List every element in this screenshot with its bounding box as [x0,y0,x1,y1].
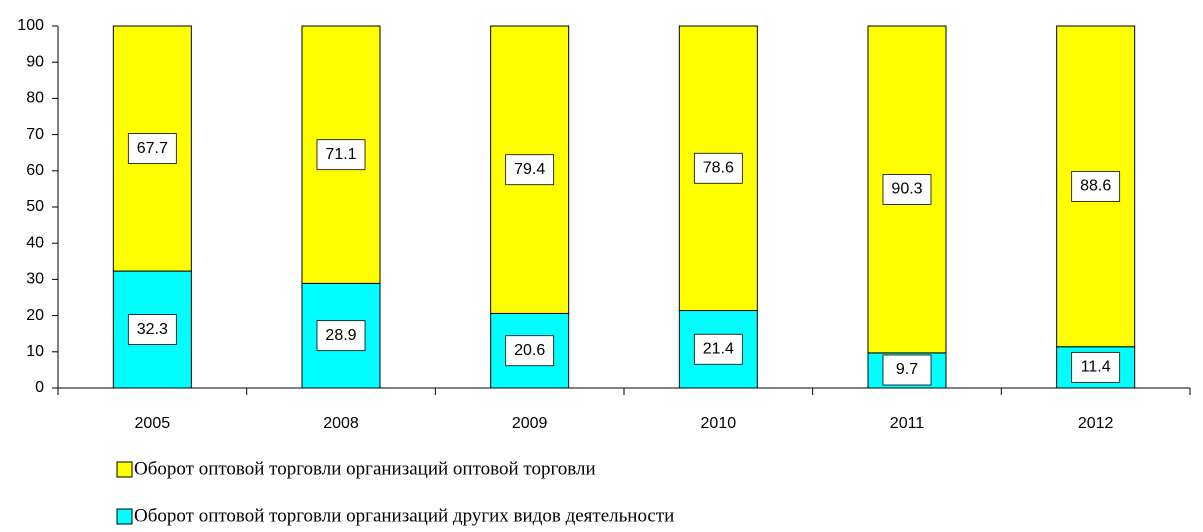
y-tick-label: 30 [26,271,44,288]
y-tick-label: 60 [26,162,44,179]
legend-text: Оборот оптовой торговли организаций опто… [134,458,596,479]
x-tick-label: 2005 [135,415,171,432]
y-tick-label: 70 [26,126,44,143]
data-label: 11.4 [1081,359,1111,376]
data-label-box [505,335,555,367]
data-label-box [693,152,743,184]
y-tick-label: 0 [35,379,44,396]
y-tick-label: 100 [17,17,44,34]
y-tick-label: 80 [26,90,44,107]
data-label: 21.4 [703,340,734,357]
data-label-box [127,133,177,164]
y-tick-label: 50 [26,198,44,215]
y-tick-label: 10 [26,343,44,360]
data-label-box [316,139,366,171]
data-label: 71.1 [325,146,356,163]
data-label-box [316,320,366,352]
data-label: 67.7 [137,140,168,157]
data-label: 9.7 [896,361,918,378]
y-tick-label: 40 [26,234,44,251]
legend-text: Оборот оптовой торговли организаций друг… [134,505,674,526]
x-tick-label: 2012 [1078,415,1114,432]
data-label-box [1071,170,1121,202]
data-label: 20.6 [514,342,545,359]
x-tick-label: 2010 [701,415,737,432]
data-label-box [127,314,177,345]
data-label-box [882,354,932,386]
x-tick-label: 2009 [512,415,548,432]
data-label: 28.9 [325,327,356,344]
data-label-box [1071,351,1121,383]
data-label-box [505,154,555,186]
data-label: 88.6 [1080,178,1111,195]
y-tick-label: 20 [26,307,44,324]
legend-swatch [116,508,133,525]
y-tick-label: 90 [26,53,44,70]
data-label: 78.6 [703,159,734,176]
legend-swatch [116,461,133,478]
data-label-box [693,333,743,365]
x-tick-label: 2011 [890,415,925,432]
data-label: 90.3 [891,181,922,198]
data-label-box [882,174,932,205]
x-tick-label: 2008 [323,415,359,432]
data-label: 79.4 [514,161,545,178]
data-label: 32.3 [137,321,168,338]
